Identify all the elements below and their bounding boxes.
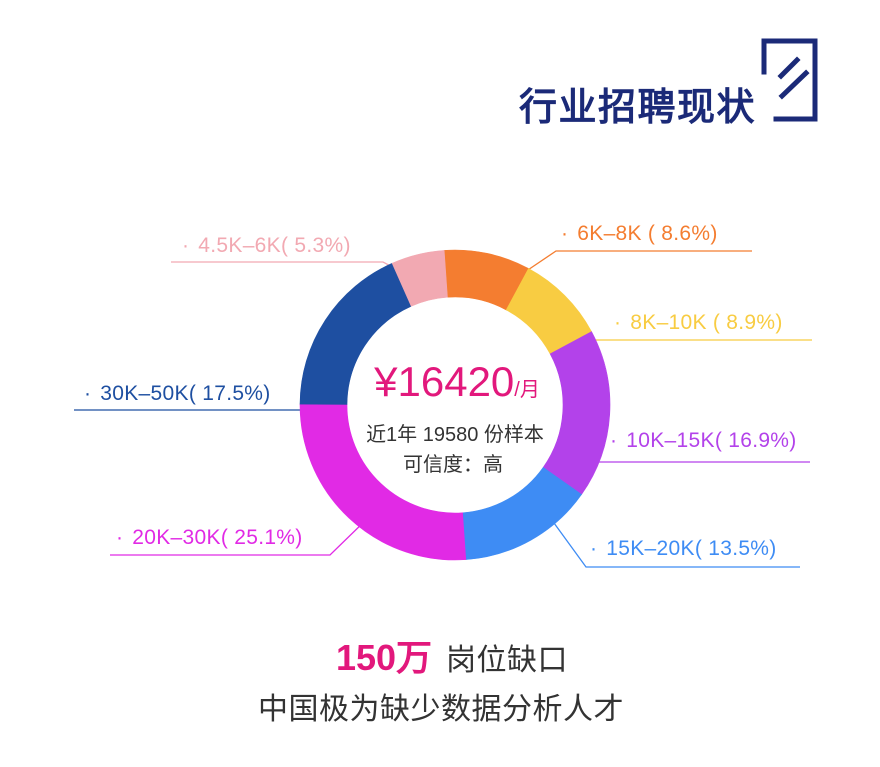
label-bullet: · <box>116 526 123 549</box>
slice-label-4-5k-6k: · 4.5K–6K( 5.3%) <box>182 234 351 257</box>
label-value: ( 13.5%) <box>695 537 777 560</box>
slice-4-5k-6k <box>391 250 448 307</box>
donut-center: ¥16420/月 近1年 19580 份样本 可信度：高 <box>366 358 544 476</box>
slice-label-10k-15k: · 10K–15K( 16.9%) <box>610 429 797 452</box>
summary: 150万 岗位缺口 中国极为缺少数据分析人才 <box>258 637 624 726</box>
slice-labels: · 6K–8K( 8.6%) · 8K–10K( 8.9%) · 10K–15K( 1… <box>84 222 797 560</box>
sample-size-text: 近1年 19580 份样本 <box>366 423 544 446</box>
leader-line-15k-20k <box>545 511 800 568</box>
label-category: 4.5K–6K <box>198 234 281 257</box>
leader-line-6k-8k <box>515 250 752 279</box>
label-category: 20K–30K <box>132 526 221 549</box>
logo-bracket-icon <box>761 38 818 122</box>
label-value: ( 8.6%) <box>648 222 718 245</box>
label-bullet: · <box>84 382 91 405</box>
label-value: ( 25.1%) <box>221 526 303 549</box>
label-bullet: · <box>614 311 621 334</box>
salary-amount: ¥16420 <box>373 358 514 405</box>
donut-chart <box>299 249 611 561</box>
leader-line-4-5k-6k <box>171 261 403 273</box>
leader-line-20k-30k <box>110 517 369 556</box>
label-bullet: · <box>590 537 597 560</box>
label-bullet: · <box>561 222 568 245</box>
label-bullet: · <box>182 234 189 257</box>
salary-unit: /月 <box>514 379 540 401</box>
label-category: 10K–15K <box>626 429 715 452</box>
summary-headline: 150万 岗位缺口 <box>336 637 568 678</box>
slice-label-6k-8k: · 6K–8K ( 8.6%) <box>561 222 718 245</box>
label-bullet: · <box>610 429 617 452</box>
average-salary: ¥16420/月 <box>373 358 540 405</box>
label-value: ( 17.5%) <box>189 382 271 405</box>
job-gap-label: 岗位缺口 <box>446 644 568 677</box>
label-value: ( 16.9%) <box>715 429 797 452</box>
slice-label-30k-50k: · 30K–50K( 17.5%) <box>84 382 271 405</box>
summary-subline: 中国极为缺少数据分析人才 <box>258 693 624 726</box>
slice-label-20k-30k: · 20K–30K( 25.1%) <box>116 526 303 549</box>
confidence-text: 可信度：高 <box>403 453 503 476</box>
page-title: 行业招聘现状 <box>519 87 756 129</box>
label-category: 30K–50K <box>100 382 189 405</box>
job-gap-number: 150万 <box>336 637 432 678</box>
label-value: ( 5.3%) <box>281 234 351 257</box>
header: 行业招聘现状 <box>519 38 818 129</box>
label-category: 8K–10K <box>630 311 707 334</box>
slice-10k-15k <box>542 331 611 495</box>
slice-label-8k-10k: · 8K–10K ( 8.9%) <box>614 311 783 334</box>
label-category: 15K–20K <box>606 537 695 560</box>
slice-label-15k-20k: · 15K–20K( 13.5%) <box>590 537 777 560</box>
label-category: 6K–8K <box>577 222 642 245</box>
label-value: ( 8.9%) <box>713 311 783 334</box>
leader-lines <box>74 250 812 568</box>
